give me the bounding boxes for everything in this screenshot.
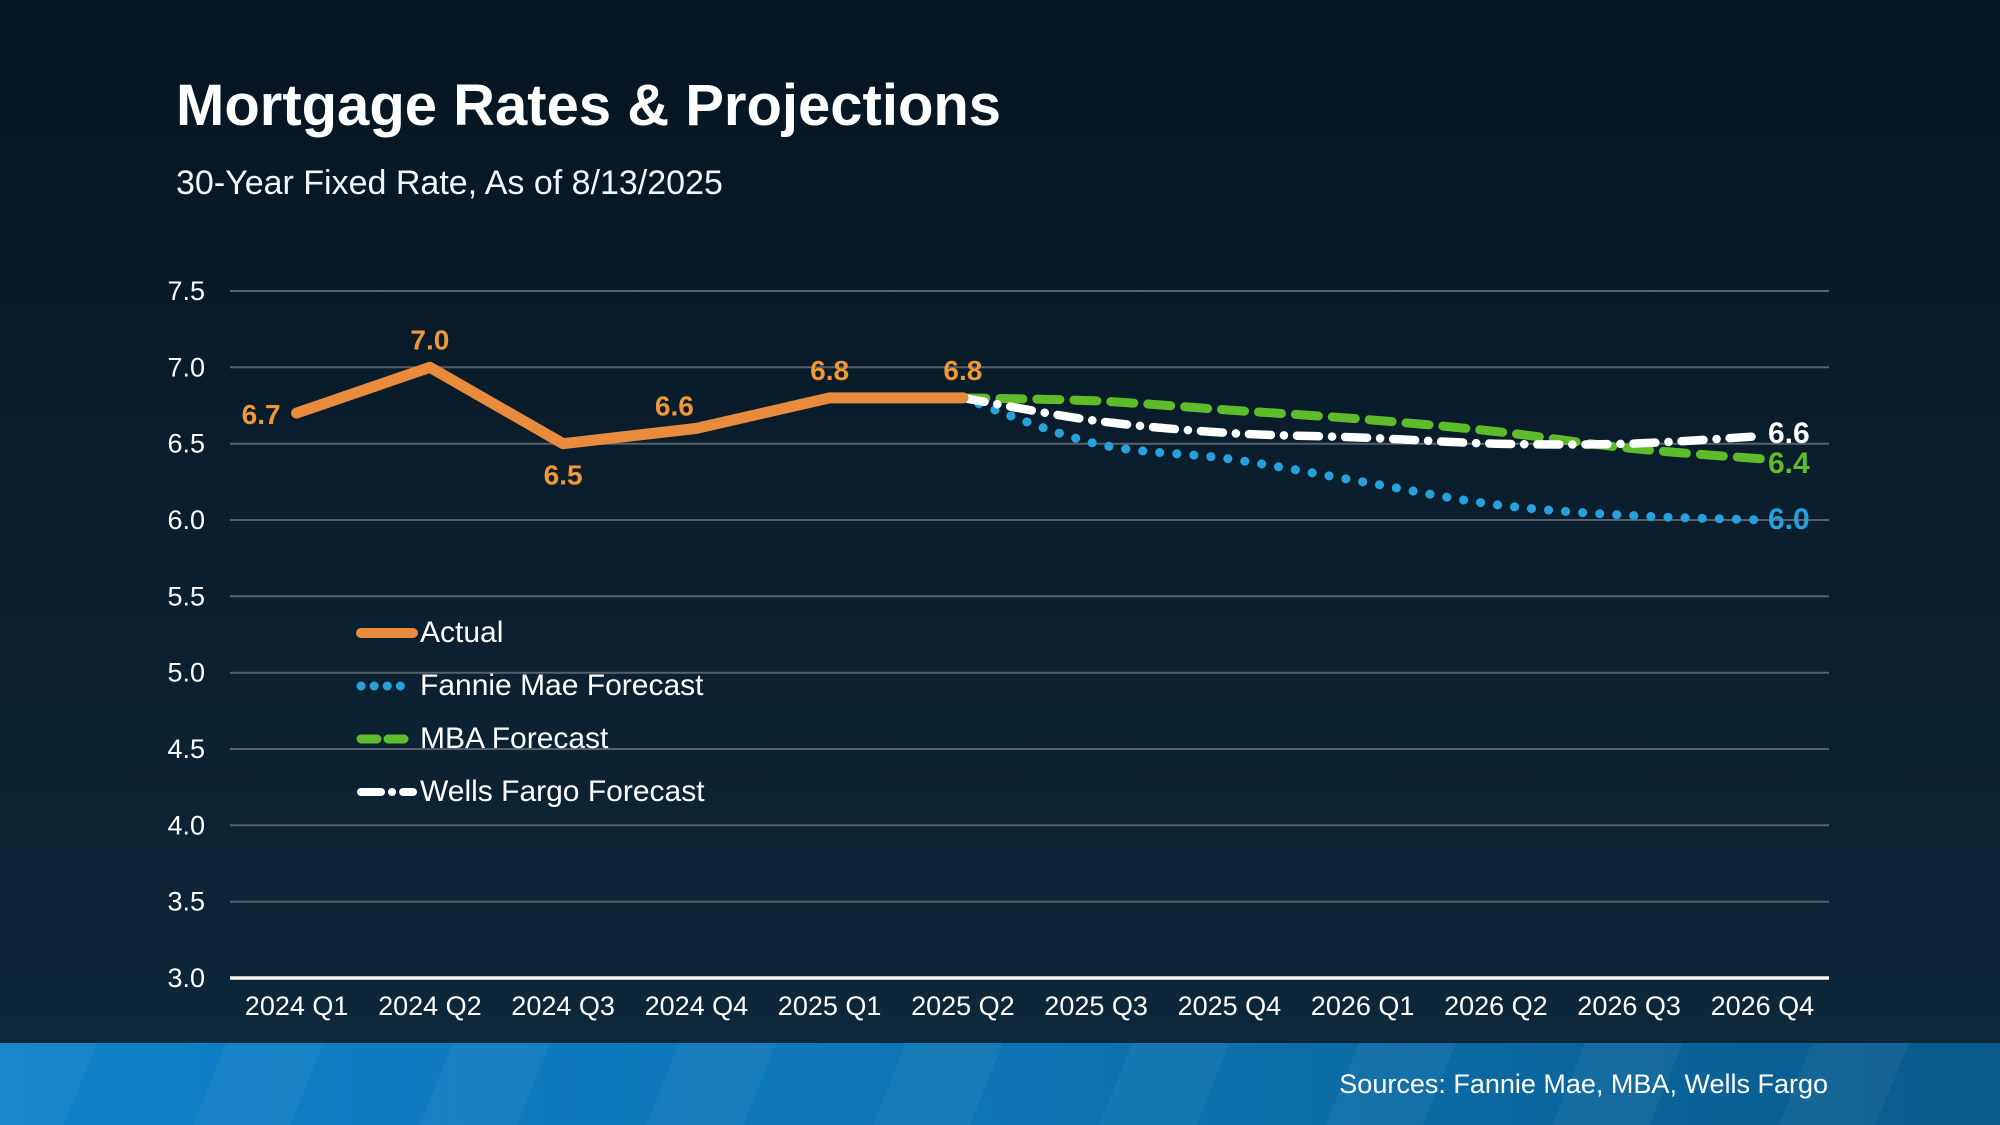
series-line-wells-fargo-forecast xyxy=(958,393,1767,449)
mba-line-swatch-icon xyxy=(356,734,418,743)
x-tick-label: 2026 Q3 xyxy=(1577,991,1681,1021)
y-tick-label: 7.0 xyxy=(167,352,205,382)
sources-text: Sources: Fannie Mae, MBA, Wells Fargo xyxy=(1339,1069,1828,1099)
y-tick-label: 7.5 xyxy=(167,276,205,306)
legend-item-fannie-mae: Fannie Mae Forecast xyxy=(356,659,705,712)
value-label: 6.5 xyxy=(544,460,583,491)
value-label: 6.6 xyxy=(655,390,694,421)
actual-line-swatch-icon xyxy=(356,627,418,638)
end-value-label: 6.6 xyxy=(1768,417,1810,450)
y-tick-label: 5.5 xyxy=(167,581,205,611)
legend-label: Fannie Mae Forecast xyxy=(420,668,704,702)
legend-label: Wells Fargo Forecast xyxy=(420,774,705,808)
x-tick-label: 2025 Q3 xyxy=(1044,991,1148,1021)
wells-fargo-line-swatch-icon xyxy=(357,787,417,796)
series-line-fannie-mae-forecast xyxy=(958,393,1767,525)
value-label: 7.0 xyxy=(410,324,449,355)
x-tick-label: 2025 Q1 xyxy=(778,991,882,1021)
x-tick-label: 2024 Q4 xyxy=(645,991,749,1021)
legend-item-actual: Actual xyxy=(356,606,705,659)
y-tick-label: 5.0 xyxy=(167,658,205,688)
value-label: 6.8 xyxy=(943,355,982,386)
y-tick-label: 6.0 xyxy=(167,505,205,535)
legend-label: MBA Forecast xyxy=(420,721,609,755)
y-tick-label: 3.0 xyxy=(167,963,205,993)
value-label: 6.8 xyxy=(810,355,849,386)
x-tick-label: 2025 Q4 xyxy=(1178,991,1282,1021)
end-value-label: 6.4 xyxy=(1768,447,1810,480)
y-tick-label: 6.5 xyxy=(167,429,205,459)
x-tick-label: 2026 Q2 xyxy=(1444,991,1548,1021)
value-label: 6.7 xyxy=(242,399,281,430)
series-line-actual xyxy=(291,361,969,450)
x-tick-label: 2026 Q4 xyxy=(1711,991,1815,1021)
footer-bar: Sources: Fannie Mae, MBA, Wells Fargo xyxy=(0,1043,2000,1125)
y-tick-label: 4.5 xyxy=(167,734,205,764)
fannie-mae-line-swatch-icon xyxy=(356,681,418,690)
page-subtitle: 30-Year Fixed Rate, As of 8/13/2025 xyxy=(176,164,723,202)
x-tick-label: 2025 Q2 xyxy=(911,991,1015,1021)
legend-label: Actual xyxy=(420,615,504,649)
end-value-label: 6.0 xyxy=(1768,503,1810,536)
page-title: Mortgage Rates & Projections xyxy=(176,73,1002,138)
x-tick-label: 2024 Q2 xyxy=(378,991,482,1021)
chart-legend: Actual Fannie Mae Forecast MBA Forecast … xyxy=(356,606,705,818)
y-tick-label: 3.5 xyxy=(167,887,205,917)
legend-item-mba: MBA Forecast xyxy=(356,712,705,765)
series-line-mba-forecast xyxy=(958,393,1767,464)
x-tick-label: 2024 Q1 xyxy=(245,991,349,1021)
y-tick-label: 4.0 xyxy=(167,810,205,840)
legend-item-wells-fargo: Wells Fargo Forecast xyxy=(356,765,705,818)
x-tick-label: 2024 Q3 xyxy=(511,991,615,1021)
x-tick-label: 2026 Q1 xyxy=(1311,991,1415,1021)
